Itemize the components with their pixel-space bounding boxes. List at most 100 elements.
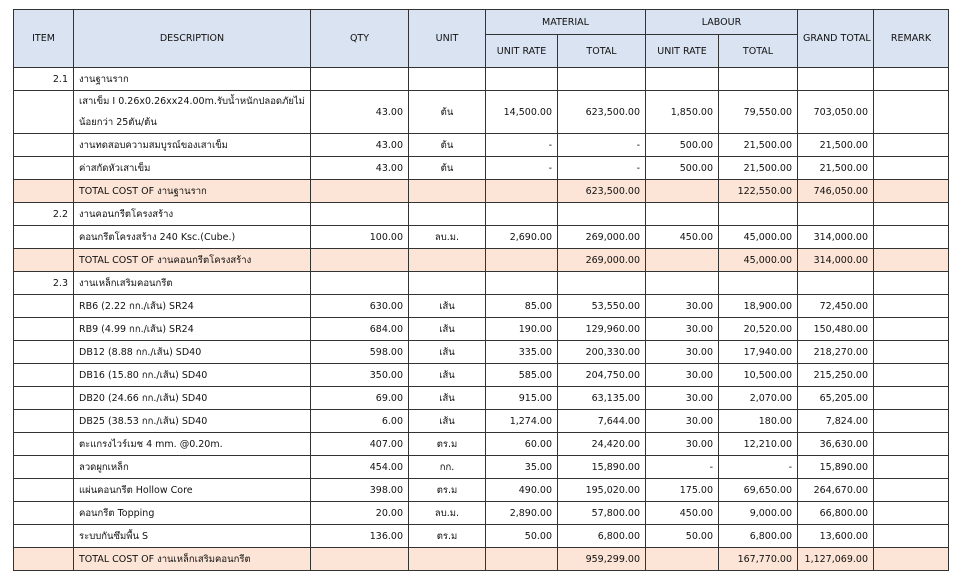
material-unit-rate-cell: 60.00	[485, 432, 558, 456]
qty-cell: 100.00	[310, 225, 409, 249]
labour-unit-rate-cell: 30.00	[645, 432, 719, 456]
qty-cell: 6.00	[310, 409, 409, 433]
grand-total-cell: 65,205.00	[797, 386, 874, 410]
header-grand-total: GRAND TOTAL	[797, 9, 874, 68]
qty-cell: 43.00	[310, 90, 409, 134]
remark-cell	[873, 432, 949, 456]
description-cell: แผ่นคอนกรีต Hollow Core	[73, 478, 311, 502]
labour-unit-rate-cell: 50.00	[645, 524, 719, 548]
material-unit-rate-cell: 585.00	[485, 363, 558, 387]
item-cell: 2.1	[13, 67, 74, 91]
remark-cell	[873, 133, 949, 157]
material-total-cell: 195,020.00	[557, 478, 646, 502]
table-row: ตะแกรงไวร์เมช 4 mm. @0.20m. 407.00 ตร.ม 60.…	[13, 432, 949, 456]
labour-total-cell: 69,650.00	[718, 478, 798, 502]
labour-total-cell: 18,900.00	[718, 294, 798, 318]
material-total-cell: 63,135.00	[557, 386, 646, 410]
grand-total-cell: 218,270.00	[797, 340, 874, 364]
labour-unit-rate-cell	[645, 202, 719, 226]
material-total-cell	[557, 202, 646, 226]
material-total-cell: 57,800.00	[557, 501, 646, 525]
labour-unit-rate-cell: 30.00	[645, 363, 719, 387]
labour-unit-rate-cell: 450.00	[645, 225, 719, 249]
section-row: 2.2 งานคอนกรีตโครงสร้าง	[13, 202, 949, 226]
qty-cell	[310, 179, 409, 203]
header-remark: REMARK	[873, 9, 949, 68]
item-cell	[13, 225, 74, 249]
grand-total-cell: 150,480.00	[797, 317, 874, 341]
section-row: 2.3 งานเหล็กเสริมคอนกรีต	[13, 271, 949, 295]
material-unit-rate-cell: 50.00	[485, 524, 558, 548]
labour-total-cell: 122,550.00	[718, 179, 798, 203]
qty-cell: 20.00	[310, 501, 409, 525]
qty-cell: 350.00	[310, 363, 409, 387]
item-cell	[13, 455, 74, 479]
grand-total-cell: 7,824.00	[797, 409, 874, 433]
grand-total-cell: 66,800.00	[797, 501, 874, 525]
labour-unit-rate-cell: 30.00	[645, 317, 719, 341]
grand-total-cell: 314,000.00	[797, 225, 874, 249]
description-cell: RB6 (2.22 กก./เส้น) SR24	[73, 294, 311, 318]
description-cell: ตะแกรงไวร์เมช 4 mm. @0.20m.	[73, 432, 311, 456]
header-qty: QTY	[310, 9, 409, 68]
unit-cell	[408, 248, 486, 272]
unit-cell: ต้น	[408, 156, 486, 180]
material-unit-rate-cell: 915.00	[485, 386, 558, 410]
labour-total-cell: 2,070.00	[718, 386, 798, 410]
table-row: งานทดสอบความสมบูรณ์ของเสาเข็ม 43.00 ต้น - -5…	[13, 133, 949, 157]
labour-unit-rate-cell: 175.00	[645, 478, 719, 502]
qty-cell: 454.00	[310, 455, 409, 479]
material-unit-rate-cell: 2,690.00	[485, 225, 558, 249]
labour-total-cell: 17,940.00	[718, 340, 798, 364]
total-row: TOTAL COST OF งานฐานราก 623,500.00 122,550…	[13, 179, 949, 203]
labour-total-cell	[718, 202, 798, 226]
qty-cell: 407.00	[310, 432, 409, 456]
table-row: ระบบกันซึมพื้น S 136.00 ตร.ม 50.00 6,800.00 5…	[13, 524, 949, 548]
labour-unit-rate-cell	[645, 271, 719, 295]
material-unit-rate-cell: 190.00	[485, 317, 558, 341]
section-row: 2.1 งานฐานราก	[13, 67, 949, 91]
qty-cell: 398.00	[310, 478, 409, 502]
header-labour-unit-rate: UNIT RATE	[645, 34, 719, 68]
header-item: ITEM	[13, 9, 74, 68]
item-cell	[13, 409, 74, 433]
description-cell: TOTAL COST OF งานเหล็กเสริมคอนกรีต	[73, 547, 311, 571]
grand-total-cell	[797, 271, 874, 295]
description-cell: งานฐานราก	[73, 67, 311, 91]
unit-cell: ตร.ม	[408, 432, 486, 456]
remark-cell	[873, 455, 949, 479]
description-cell: คอนกรีต Topping	[73, 501, 311, 525]
item-cell	[13, 317, 74, 341]
grand-total-cell: 36,630.00	[797, 432, 874, 456]
unit-cell: ต้น	[408, 133, 486, 157]
item-cell	[13, 156, 74, 180]
material-total-cell	[557, 271, 646, 295]
unit-cell	[408, 271, 486, 295]
header-material-unit-rate: UNIT RATE	[485, 34, 558, 68]
remark-cell	[873, 317, 949, 341]
remark-cell	[873, 478, 949, 502]
unit-cell: เส้น	[408, 409, 486, 433]
table-row: DB20 (24.66 กก./เส้น) SD40 69.00 เส้น 915.0…	[13, 386, 949, 410]
item-cell	[13, 363, 74, 387]
unit-cell	[408, 67, 486, 91]
item-cell	[13, 478, 74, 502]
qty-cell: 43.00	[310, 156, 409, 180]
labour-total-cell: 79,550.00	[718, 90, 798, 134]
material-total-cell: 200,330.00	[557, 340, 646, 364]
material-unit-rate-cell: 35.00	[485, 455, 558, 479]
unit-cell: ลบ.ม.	[408, 501, 486, 525]
grand-total-cell: 21,500.00	[797, 133, 874, 157]
description-cell: DB25 (38.53 กก./เส้น) SD40	[73, 409, 311, 433]
description-cell: DB20 (24.66 กก./เส้น) SD40	[73, 386, 311, 410]
unit-cell	[408, 179, 486, 203]
unit-cell: ต้น	[408, 90, 486, 134]
total-row: TOTAL COST OF งานเหล็กเสริมคอนกรีต 959,29…	[13, 547, 949, 571]
header-material: MATERIAL	[485, 9, 646, 35]
table-body: 2.1 งานฐานราก เสาเข็ม I 0.26x0.26xx24.00m.…	[13, 67, 949, 571]
item-cell: 2.3	[13, 271, 74, 295]
remark-cell	[873, 363, 949, 387]
material-total-cell: 959,299.00	[557, 547, 646, 571]
labour-unit-rate-cell	[645, 248, 719, 272]
item-cell	[13, 90, 74, 134]
